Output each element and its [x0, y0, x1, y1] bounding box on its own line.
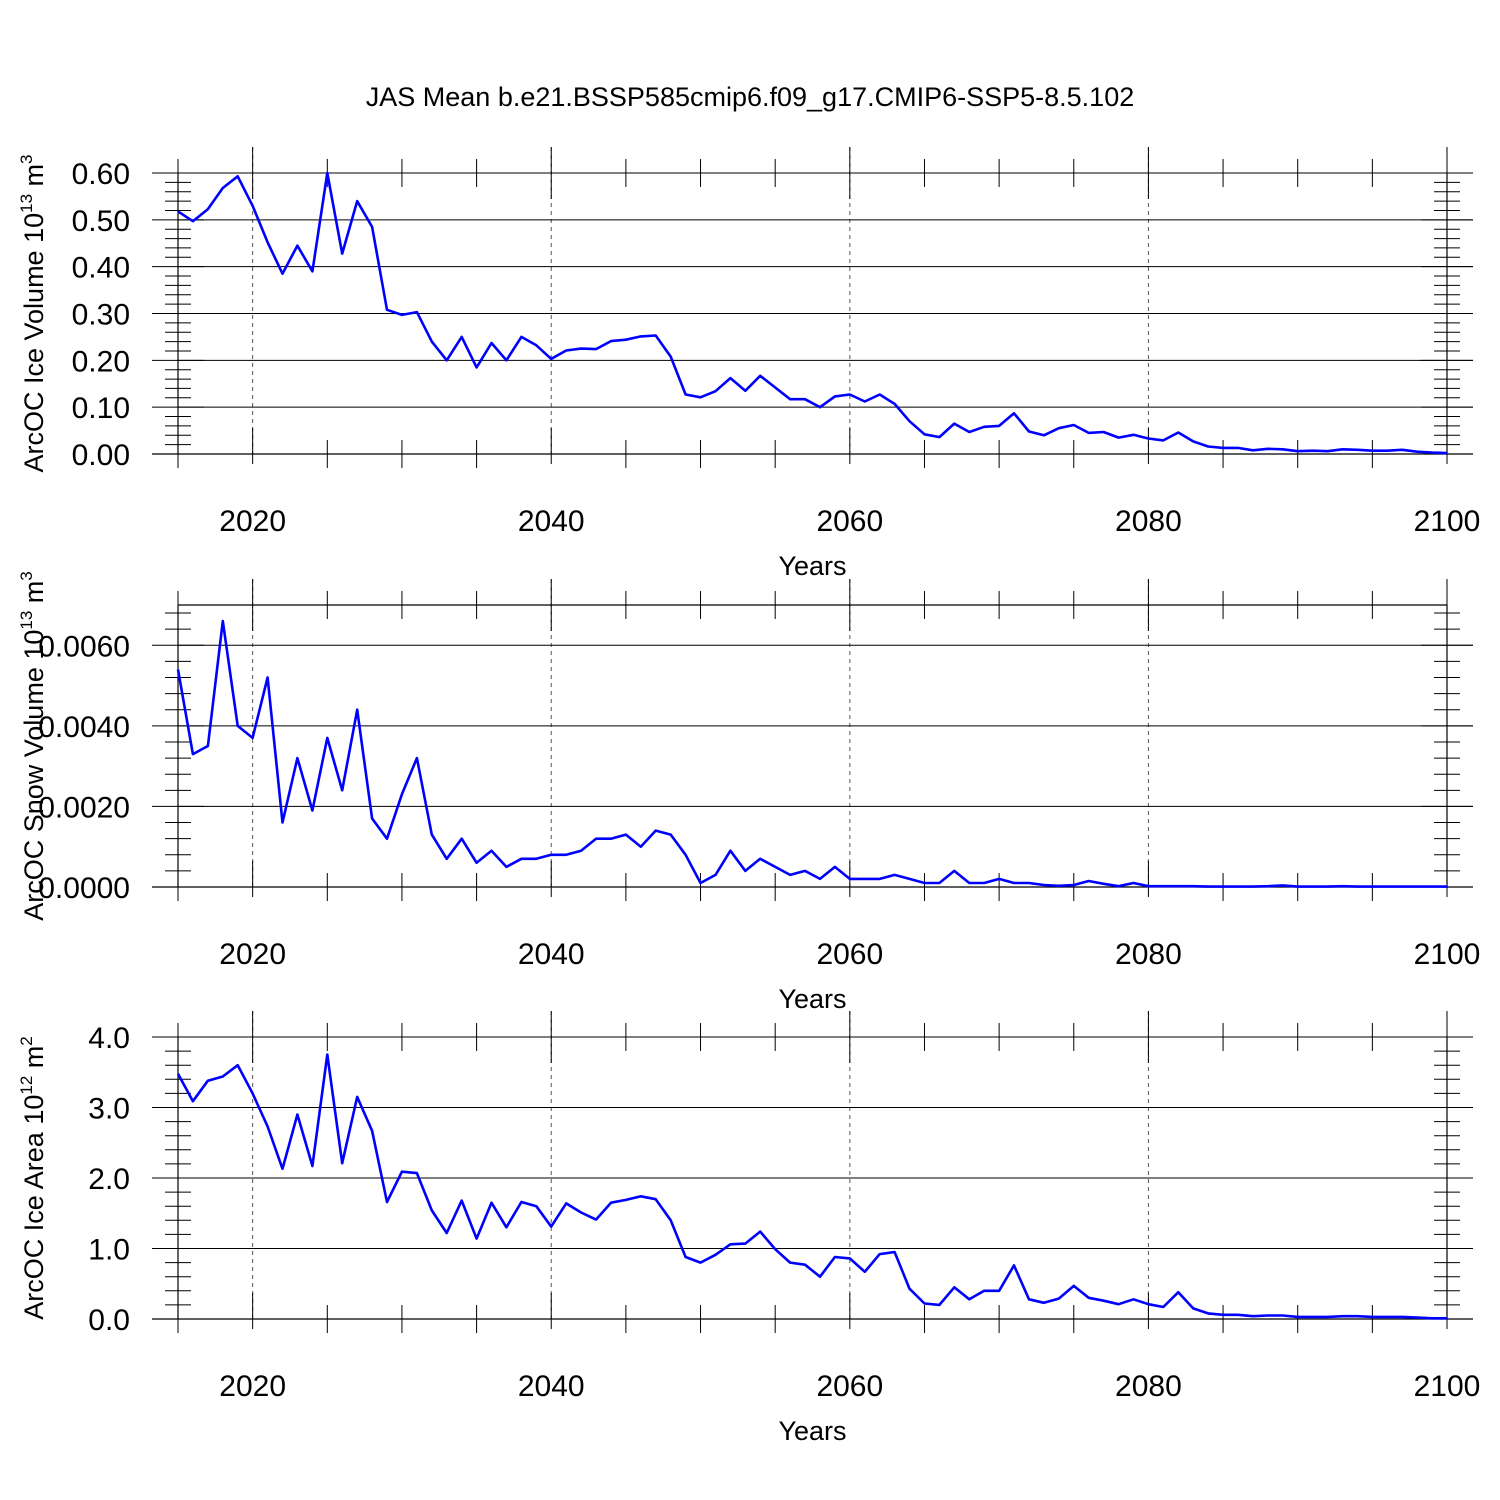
- y-tick-label: 0.20: [72, 345, 130, 378]
- y-axis-label-unit: m: [19, 1046, 49, 1076]
- chart-title: JAS Mean b.e21.BSSP585cmip6.f09_g17.CMIP…: [366, 82, 1134, 112]
- y-axis-label-text: ArcOC Snow Volume 10: [19, 630, 49, 921]
- y-tick-label: 4.0: [88, 1022, 130, 1055]
- x-tick-label: 2080: [1115, 505, 1182, 538]
- x-tick-label: 2020: [219, 938, 286, 971]
- x-tick-label: 2060: [816, 938, 883, 971]
- y-tick-label: 0.60: [72, 158, 130, 191]
- x-tick-label: 2060: [816, 1370, 883, 1403]
- panel-2: 0.0000 0.0020 0.0040 0.0060 2020 2040 2060 2080…: [17, 571, 1480, 1014]
- panels: 0.00 0.10 0.20 0.30 0.40 0.50 0.60 2020 2040 2060…: [17, 147, 1480, 1446]
- y-tick-label: 0.0: [88, 1304, 130, 1337]
- y-axis-label-unit: m: [19, 164, 49, 194]
- x-tick-label: 2020: [219, 1370, 286, 1403]
- x-axis-label: Years: [778, 984, 846, 1014]
- y-tick-label: 0.30: [72, 299, 130, 332]
- x-tick-label: 2080: [1115, 1370, 1182, 1403]
- x-axis-label: Years: [778, 1416, 846, 1446]
- y-tick-label: 0.40: [72, 252, 130, 285]
- x-tick-label: 2060: [816, 505, 883, 538]
- x-tick-label: 2100: [1414, 505, 1481, 538]
- y-axis-label-text: ArcOC Ice Area 10: [19, 1095, 49, 1320]
- y-axis-label-unit-exponent: 3: [17, 571, 36, 580]
- x-tick-label: 2020: [219, 505, 286, 538]
- y-axis-label-exponent: 13: [17, 611, 36, 630]
- y-axis-label-exponent: 12: [17, 1076, 36, 1095]
- y-axis-label: ArcOC Ice Volume 1013 m3: [17, 154, 49, 472]
- x-tick-label: 2040: [518, 505, 585, 538]
- y-axis-label-unit-exponent: 2: [17, 1036, 36, 1045]
- y-axis-label-unit-exponent: 3: [17, 154, 36, 163]
- y-tick-label: 0.50: [72, 205, 130, 238]
- y-tick-label: 0.00: [72, 439, 130, 472]
- y-axis-label: ArcOC Snow Volume 1013 m3: [17, 571, 49, 921]
- x-tick-label: 2040: [518, 1370, 585, 1403]
- x-tick-label: 2040: [518, 938, 585, 971]
- y-tick-label: 0.10: [72, 392, 130, 425]
- y-tick-label: 3.0: [88, 1093, 130, 1126]
- y-axis-label-unit: m: [19, 581, 49, 611]
- x-tick-label: 2080: [1115, 938, 1182, 971]
- x-tick-label: 2100: [1414, 938, 1481, 971]
- y-tick-label: 2.0: [88, 1163, 130, 1196]
- panel-3: 0.0 1.0 2.0 3.0 4.0 2020 2040 2060 2080 2100 Years…: [17, 1011, 1480, 1446]
- series-line: [177, 171, 1448, 455]
- y-axis-label: ArcOC Ice Area 1012 m2: [17, 1036, 49, 1320]
- x-tick-label: 2100: [1414, 1370, 1481, 1403]
- panel-1: 0.00 0.10 0.20 0.30 0.40 0.50 0.60 2020 2040 2060…: [17, 147, 1480, 581]
- y-tick-label: 1.0: [88, 1234, 130, 1267]
- y-axis-label-text: ArcOC Ice Volume 10: [19, 213, 49, 473]
- series-line: [176, 1053, 1447, 1320]
- y-tick-label: 0.0020: [38, 791, 130, 824]
- y-tick-label: 0.0000: [38, 872, 130, 905]
- y-tick-label: 0.0060: [38, 630, 130, 663]
- y-axis-label-exponent: 13: [17, 194, 36, 213]
- x-axis-label: Years: [778, 551, 846, 581]
- y-tick-label: 0.0040: [38, 711, 130, 744]
- series-line: [176, 619, 1447, 888]
